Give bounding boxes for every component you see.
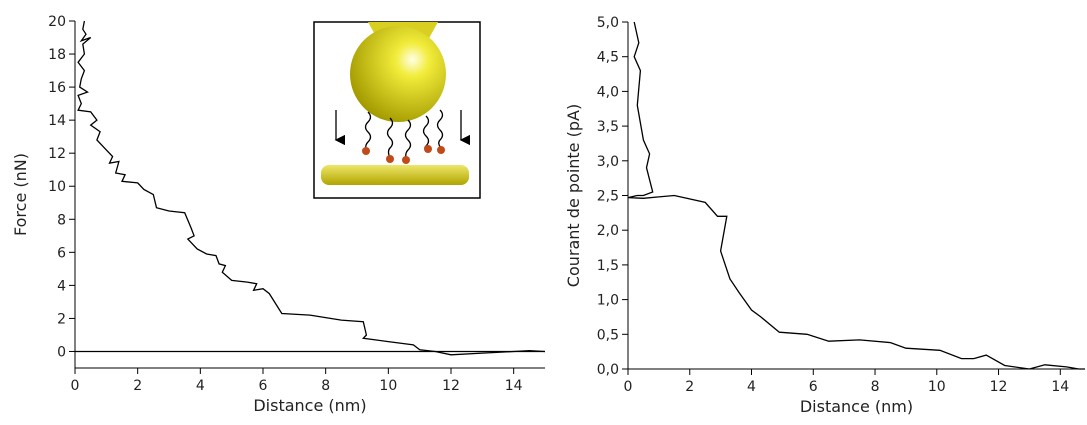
x-tick-label: 8 (321, 378, 330, 394)
x-tick-label: 2 (133, 378, 142, 394)
data-line (627, 21, 1085, 370)
y-tick-label: 8 (57, 212, 66, 228)
x-tick-label: 10 (928, 379, 946, 395)
data-line (77, 20, 546, 356)
chart: 0 2 4 6 8 10 12 14 16 18 20 0 2 4 6 8 10 12 14 Distance (nm… (11, 14, 546, 415)
y-tick-label: 3,0 (597, 154, 619, 170)
x-tick-label: 2 (685, 379, 694, 395)
x-tick-label: 12 (990, 379, 1008, 395)
chart: 0,0 0,5 1,0 1,5 2,0 2,5 3,0 3,5 4,0 4,5 5,0 0 2 4 6 8 10… (564, 15, 1085, 416)
x-tick-label: 6 (809, 379, 818, 395)
y-tick-label: 1,0 (597, 293, 619, 309)
y-tick-label: 5,0 (597, 15, 619, 31)
y-tick-label: 4 (57, 278, 66, 294)
y-tick-label: 18 (48, 47, 66, 63)
y-tick-label: 4,5 (597, 50, 619, 66)
y-tick-label: 14 (48, 113, 66, 129)
x-tick-label: 12 (442, 378, 460, 394)
y-tick-label: 12 (48, 146, 66, 162)
y-axis-label: Courant de pointe (pA) (564, 104, 583, 287)
x-tick-label: 6 (259, 378, 268, 394)
x-tick-label: 0 (71, 378, 80, 394)
inset-illustration (313, 21, 481, 199)
x-axis-label: Distance (nm) (800, 397, 913, 416)
y-tick-label: 2,0 (597, 223, 619, 239)
y-tick-label: 1,5 (597, 258, 619, 274)
y-tick-label: 0,0 (597, 362, 619, 378)
y-tick-label: 10 (48, 179, 66, 195)
x-axis-label: Distance (nm) (253, 396, 366, 415)
y-tick-label: 16 (48, 80, 66, 96)
y-tick-label: 0 (57, 344, 66, 360)
y-tick-label: 2,5 (597, 189, 619, 205)
y-tick-label: 0,5 (597, 327, 619, 343)
x-tick-label: 14 (1051, 379, 1069, 395)
x-tick-label: 10 (379, 378, 397, 394)
x-tick-label: 0 (624, 379, 633, 395)
x-tick-label: 4 (196, 378, 205, 394)
y-axis-label: Force (nN) (11, 153, 30, 236)
x-tick-label: 14 (505, 378, 523, 394)
x-tick-label: 8 (871, 379, 880, 395)
x-tick-label: 4 (747, 379, 756, 395)
y-tick-label: 2 (57, 311, 66, 327)
y-tick-label: 20 (48, 14, 66, 30)
y-tick-label: 4,0 (597, 84, 619, 100)
y-tick-label: 6 (57, 245, 66, 261)
y-tick-label: 3,5 (597, 119, 619, 135)
